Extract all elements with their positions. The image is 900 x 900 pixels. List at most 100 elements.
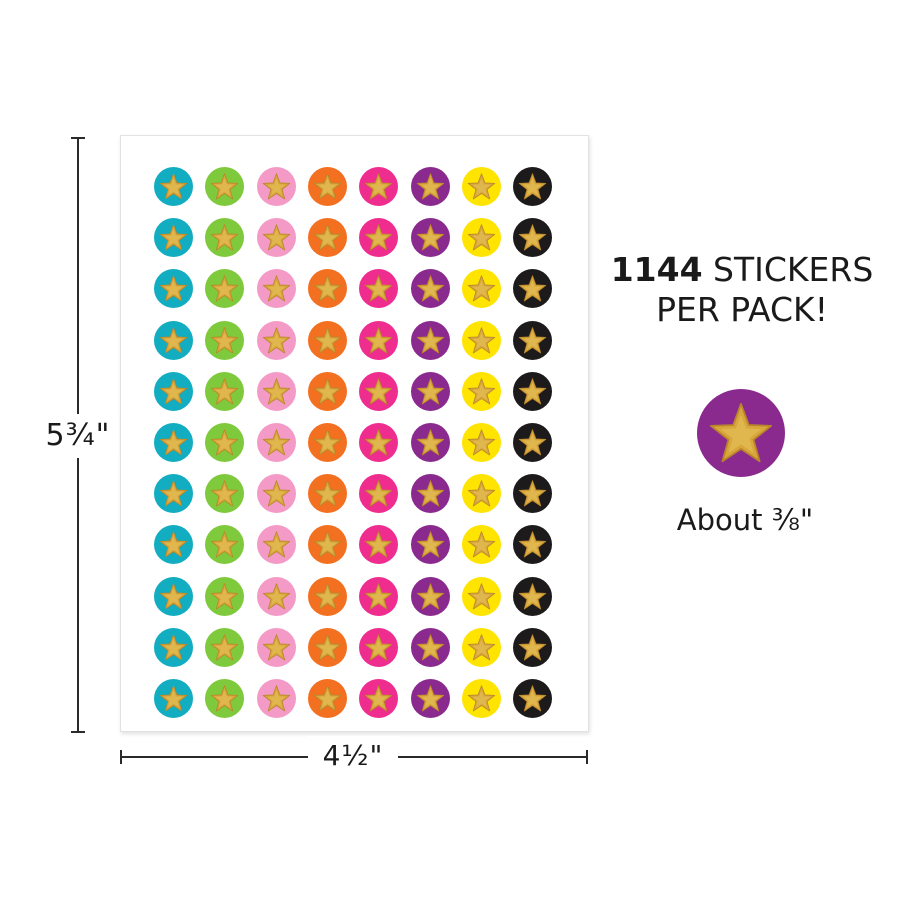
- sticker-graphic: [307, 371, 347, 411]
- sticker-graphic: [359, 371, 399, 411]
- sticker-graphic: [461, 269, 501, 309]
- glitter-star-icon: [211, 429, 239, 456]
- sticker-graphic: [359, 218, 399, 258]
- glitter-star-icon: [159, 685, 188, 712]
- sticker-graphic: [410, 269, 450, 309]
- sample-sticker: [697, 389, 785, 477]
- sticker-graphic: [256, 320, 296, 360]
- sticker: [256, 423, 296, 462]
- sticker: [256, 627, 296, 667]
- sticker: [359, 679, 399, 718]
- sticker-sheet: [120, 135, 589, 732]
- glitter-star-icon: [518, 378, 547, 405]
- sticker-graphic: [513, 627, 553, 667]
- sticker: [513, 218, 553, 258]
- sticker: [307, 371, 347, 411]
- glitter-star-icon: [416, 378, 444, 405]
- sticker: [410, 218, 450, 258]
- glitter-star-icon: [313, 634, 342, 661]
- glitter-star-icon: [211, 685, 239, 712]
- promo-line-1-text: STICKERS: [702, 250, 874, 289]
- sticker-graphic: [307, 576, 347, 616]
- sticker: [461, 627, 501, 667]
- glitter-star-icon: [416, 429, 444, 456]
- sticker: [154, 576, 193, 616]
- glitter-star-icon: [262, 582, 290, 610]
- glitter-star-icon: [159, 582, 188, 610]
- sticker-graphic: [410, 525, 450, 565]
- sticker: [513, 269, 553, 309]
- glitter-star-icon: [467, 480, 496, 507]
- glitter-star-icon: [364, 378, 393, 405]
- sticker: [513, 371, 553, 411]
- glitter-star-icon: [467, 326, 496, 354]
- sticker-graphic: [256, 679, 296, 718]
- sticker-graphic: [410, 679, 450, 718]
- sticker-graphic: [410, 627, 450, 667]
- glitter-star-icon: [467, 634, 496, 661]
- glitter-star-icon: [211, 326, 239, 354]
- sticker-graphic: [461, 627, 501, 667]
- glitter-star-icon: [364, 326, 393, 354]
- glitter-star-icon: [364, 224, 393, 251]
- glitter-star-icon: [467, 224, 496, 251]
- glitter-star-icon: [518, 224, 547, 251]
- sticker-graphic: [256, 474, 296, 514]
- sticker-graphic: [256, 525, 296, 565]
- sticker: [513, 423, 553, 462]
- sticker-graphic: [205, 320, 245, 360]
- sticker: [205, 371, 245, 411]
- glitter-star-icon: [159, 531, 188, 558]
- sticker-graphic: [513, 423, 553, 462]
- sticker: [154, 269, 193, 309]
- glitter-star-icon: [159, 326, 188, 354]
- sticker-graphic: [205, 576, 245, 616]
- sticker-graphic: [154, 167, 193, 206]
- sticker-graphic: [410, 474, 450, 514]
- sticker-graphic: [154, 525, 193, 565]
- sticker: [205, 525, 245, 565]
- sticker-graphic: [410, 218, 450, 258]
- sticker: [256, 167, 296, 206]
- glitter-star-icon: [364, 685, 393, 712]
- sticker-graphic: [307, 423, 347, 462]
- sticker: [410, 371, 450, 411]
- sticker-graphic: [461, 525, 501, 565]
- sticker-graphic: [513, 525, 553, 565]
- glitter-star-icon: [159, 378, 188, 405]
- glitter-star-icon: [416, 582, 444, 610]
- glitter-star-icon: [313, 275, 342, 302]
- sticker: [513, 474, 553, 514]
- glitter-star-icon: [518, 685, 547, 712]
- sticker: [461, 423, 501, 462]
- sticker: [154, 320, 193, 360]
- sticker: [359, 576, 399, 616]
- sticker: [154, 679, 193, 718]
- sticker-graphic: [154, 320, 193, 360]
- glitter-star-icon: [364, 582, 393, 610]
- sticker-graphic: [359, 320, 399, 360]
- sticker-graphic: [513, 576, 553, 616]
- sticker: [205, 679, 245, 718]
- sticker: [359, 320, 399, 360]
- sticker-graphic: [359, 474, 399, 514]
- sticker-graphic: [697, 389, 785, 477]
- glitter-star-icon: [416, 480, 444, 507]
- glitter-star-icon: [416, 685, 444, 712]
- sticker: [205, 474, 245, 514]
- sticker: [410, 576, 450, 616]
- sticker-graphic: [307, 627, 347, 667]
- sticker-graphic: [359, 167, 399, 206]
- glitter-star-icon: [467, 582, 496, 610]
- sticker-graphic: [154, 576, 193, 616]
- sticker-graphic: [461, 423, 501, 462]
- sticker-graphic: [410, 320, 450, 360]
- glitter-star-icon: [313, 378, 342, 405]
- sticker: [205, 423, 245, 462]
- glitter-star-icon: [467, 275, 496, 302]
- sticker: [410, 320, 450, 360]
- glitter-star-icon: [518, 634, 547, 661]
- sticker-graphic: [205, 679, 245, 718]
- sticker: [307, 269, 347, 309]
- glitter-star-icon: [262, 634, 290, 661]
